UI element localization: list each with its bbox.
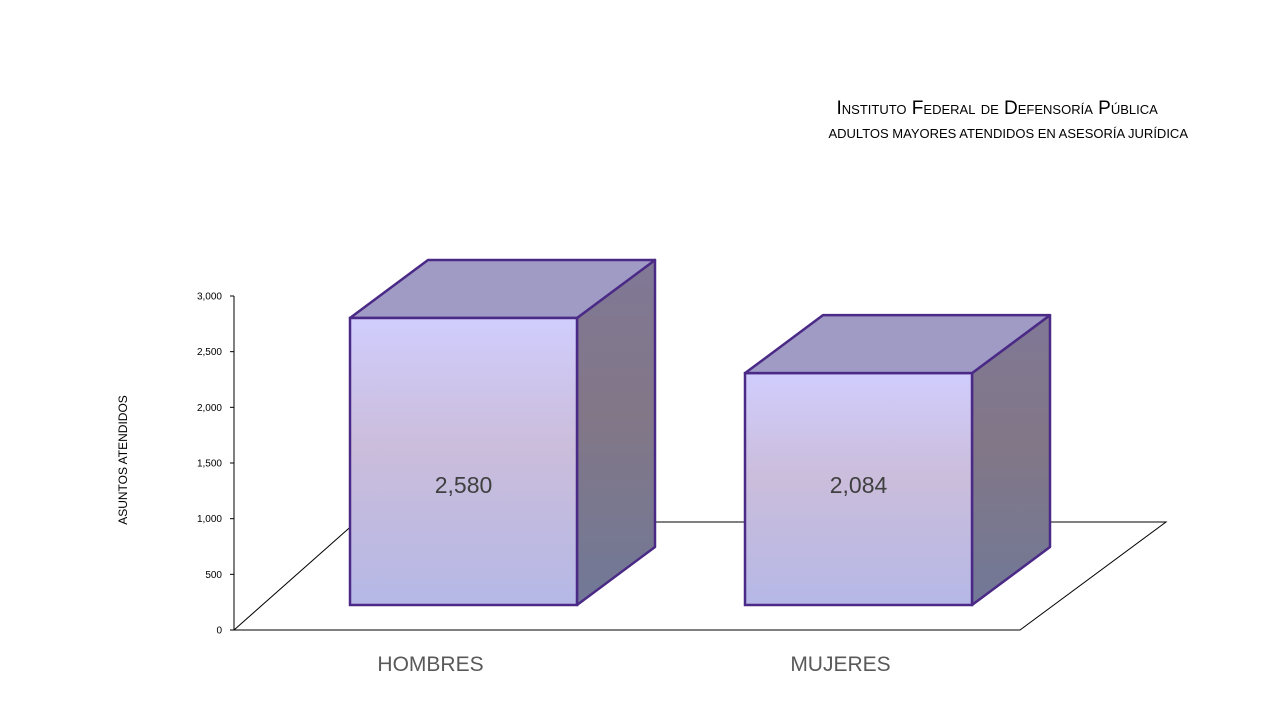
bar (348, 258, 657, 607)
y-tick-label: 500 (205, 570, 222, 581)
bar (743, 313, 1052, 607)
bar-side-face (575, 258, 657, 607)
floor-outline (232, 521, 1168, 631)
chart-subtitle: ADULTOS MAYORES ATENDIDOS EN ASESORÍA JU… (828, 126, 1188, 141)
bar-front-face (743, 371, 974, 607)
y-tick-label: 2,500 (197, 347, 222, 358)
category-label: MUJERES (790, 653, 890, 676)
data-label: 2,580 (435, 472, 493, 498)
y-axis-title: ASUNTOS ATENDIDOS (116, 395, 130, 525)
y-tick-label: 1,000 (197, 514, 222, 525)
bar-front-face (348, 316, 579, 607)
chart-floor (232, 521, 1168, 631)
bars: 2,580 2,084 (348, 258, 1052, 607)
y-tick-label: 0 (216, 626, 222, 637)
y-tick-label: 3,000 (197, 292, 222, 303)
data-label: 2,084 (830, 472, 888, 498)
category-label: HOMBRES (377, 653, 483, 676)
category-labels: HOMBRES MUJERES (377, 653, 890, 676)
chart-title: Instituto Federal de Defensoría Pública (836, 98, 1158, 119)
y-axis: 0 500 1,000 1,500 2,000 2,500 3,000 (197, 292, 235, 637)
title-block: Instituto Federal de Defensoría Pública … (828, 98, 1188, 141)
y-tick-label: 1,500 (197, 459, 222, 470)
y-tick-label: 2,000 (197, 403, 222, 414)
